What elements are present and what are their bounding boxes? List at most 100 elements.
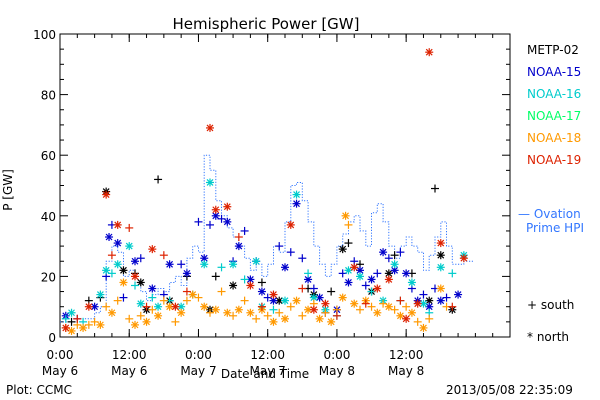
south-marker (102, 302, 111, 311)
south-marker (263, 311, 272, 320)
north-marker (436, 263, 445, 272)
south-marker (275, 308, 284, 317)
north-marker (105, 233, 114, 242)
north-marker (107, 308, 116, 317)
marker-stroke (114, 260, 122, 268)
north-marker (165, 260, 174, 269)
marker-stroke (96, 321, 104, 329)
marker-stroke (425, 303, 433, 311)
south-marker (182, 296, 191, 305)
legend-item-metp-02: METP-02 (527, 43, 579, 57)
north-marker (142, 317, 151, 326)
marker-stroke (391, 260, 399, 268)
marker-stroke (350, 300, 358, 308)
marker-stroke (304, 306, 312, 314)
south-marker (229, 311, 238, 320)
south-marker (131, 281, 139, 290)
marker-stroke (437, 239, 445, 247)
south-marker (142, 302, 151, 311)
marker-stroke (281, 315, 289, 323)
north-marker (344, 266, 353, 275)
marker-stroke (270, 297, 277, 305)
north-marker (177, 308, 186, 317)
south-marker (298, 311, 307, 320)
marker-stroke (342, 212, 350, 220)
south-marker (107, 269, 116, 278)
south-marker (367, 287, 376, 296)
south-marker (182, 287, 191, 296)
legend-item-noaa-15: NOAA-15 (527, 65, 582, 79)
marker-stroke (177, 309, 185, 317)
north-marker (321, 299, 330, 308)
north-marker (211, 305, 220, 314)
marker-stroke (206, 179, 214, 186)
north-marker (384, 275, 393, 284)
ovation-hpi-line (60, 154, 474, 323)
north-marker (454, 290, 463, 299)
south-marker (211, 272, 220, 281)
north-marker (188, 290, 197, 299)
south-marker (442, 293, 451, 302)
marker-stroke (454, 291, 462, 299)
south-marker (159, 296, 168, 305)
marker-stroke (246, 276, 254, 283)
marker-stroke (102, 266, 110, 274)
x-tick-date-label: May 7 (180, 364, 216, 378)
north-marker (182, 269, 191, 278)
south-marker (113, 296, 122, 305)
north-marker (281, 263, 289, 272)
y-tick-label: 100 (33, 28, 56, 42)
north-marker (281, 314, 289, 323)
marker-stroke (425, 297, 433, 305)
south-marker (206, 220, 214, 229)
north-marker (61, 323, 70, 332)
south-marker (396, 248, 405, 257)
north-marker (425, 48, 434, 57)
south-marker (125, 314, 134, 323)
marker-stroke (408, 309, 416, 317)
x-tick-time-label: 12:00 (389, 348, 424, 362)
marker-stroke (316, 294, 324, 302)
marker-stroke (270, 318, 277, 326)
south-marker (286, 248, 295, 257)
y-tick-label: 40 (41, 210, 56, 224)
x-tick-time-label: 0:00 (47, 348, 74, 362)
marker-stroke (310, 294, 318, 302)
south-marker (298, 284, 307, 293)
marker-stroke (120, 266, 127, 274)
x-axis: 0:00 May 6 12:00 May 6 0:00 May 7 12:00 May 7 0:… (42, 34, 511, 378)
north-marker (356, 272, 364, 281)
marker-stroke (212, 212, 220, 220)
marker-stroke (154, 303, 162, 311)
south-marker (390, 305, 399, 314)
north-marker (223, 217, 232, 226)
marker-stroke (316, 315, 324, 323)
north-marker (390, 260, 399, 269)
x-tick-time-label: 0:00 (185, 348, 212, 362)
north-marker (79, 323, 88, 332)
north-marker-legend: * north (527, 330, 570, 344)
north-marker (113, 260, 122, 269)
south-marker (240, 296, 249, 305)
marker-stroke (402, 269, 410, 277)
north-marker (125, 242, 134, 251)
marker-stroke (460, 254, 468, 262)
north-marker (119, 278, 128, 287)
north-marker (436, 284, 445, 293)
north-marker (292, 190, 301, 199)
x-tick-date-label: May 8 (388, 364, 424, 378)
north-marker (436, 251, 445, 260)
marker-stroke (114, 239, 122, 247)
marker-stroke (148, 245, 156, 253)
north-marker (102, 190, 111, 199)
marker-stroke (402, 315, 410, 323)
south-marker (217, 287, 226, 296)
marker-stroke (68, 327, 75, 335)
north-marker (206, 178, 214, 187)
north-marker (269, 317, 278, 326)
plot-source: Plot: CCMC (6, 383, 72, 397)
north-marker (341, 211, 350, 220)
marker-stroke (368, 276, 375, 283)
north-marker (200, 254, 209, 263)
marker-stroke (177, 303, 185, 311)
